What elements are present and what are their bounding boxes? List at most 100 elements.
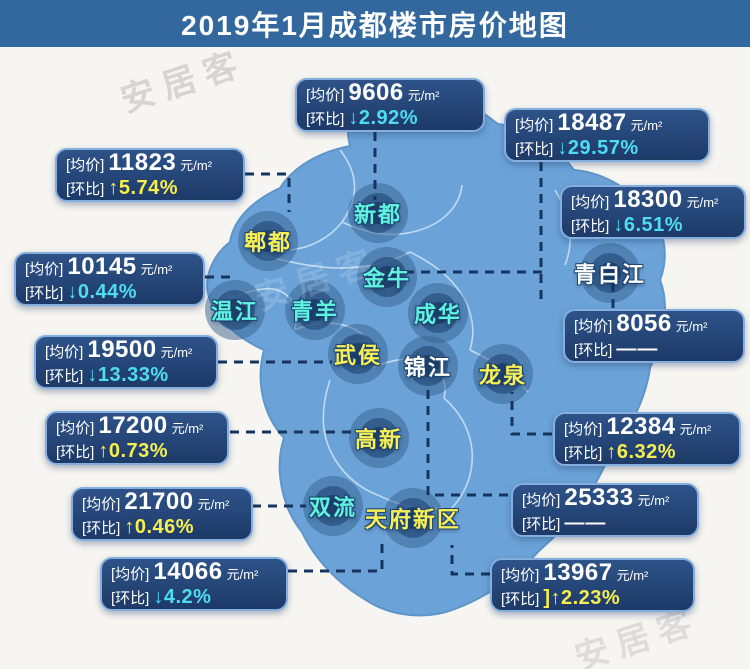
price-unit: 元/m²	[180, 157, 213, 173]
district-label-chenghua: 成华	[413, 302, 463, 327]
mom-change-value: ——	[616, 337, 659, 360]
mom-change-value: ——	[564, 511, 607, 534]
price-unit: 元/m²	[616, 567, 649, 583]
title-bar: 2019年1月成都楼市房价地图	[0, 0, 750, 47]
avg-price-label: [均价]	[111, 565, 150, 583]
price-callout-c11: [均价] 12384 元/m² [环比] ↑6.32%	[553, 412, 741, 466]
avg-price-value: 14066	[153, 557, 223, 585]
ripple-marker-xindu	[348, 183, 408, 243]
mom-change-label: [环比]	[111, 589, 150, 607]
page-title: 2019年1月成都楼市房价地图	[181, 9, 569, 41]
ripple-marker-qingbaijiang	[580, 243, 640, 303]
mom-change-value: ↓2.92%	[348, 106, 419, 129]
price-callout-c10: [均价] 8056 元/m² [环比] ——	[563, 309, 745, 363]
district-label-pidu: 郫都	[243, 230, 293, 255]
price-callout-c6: [均价] 19500 元/m² [环比] ↓13.33%	[34, 335, 218, 389]
price-unit: 元/m²	[197, 496, 230, 512]
mom-change-label: [环比]	[25, 284, 64, 302]
price-callout-c1: [均价] 9606 元/m² [环比] ↓2.92%	[295, 78, 485, 132]
price-callout-c8: [均价] 21700 元/m² [环比] ↑0.46%	[71, 487, 253, 541]
avg-price-value: 19500	[87, 335, 157, 363]
mom-change-value: ↓0.44%	[67, 280, 138, 303]
avg-price-label: [均价]	[501, 566, 540, 584]
avg-price-value: 9606	[348, 78, 404, 106]
avg-price-label: [均价]	[82, 495, 121, 513]
ripple-marker-wenjiang	[205, 280, 265, 340]
mom-change-label: [环比]	[515, 140, 554, 158]
mom-change-value: ↓29.57%	[557, 136, 639, 159]
avg-price-value: 21700	[124, 487, 194, 515]
price-unit: 元/m²	[679, 421, 712, 437]
connector-line	[288, 542, 384, 573]
avg-price-label: [均价]	[56, 419, 95, 437]
mom-change-value: ↓6.51%	[613, 213, 684, 236]
mom-change-label: [环比]	[564, 444, 603, 462]
price-callout-c13: [均价] 13967 元/m² [环比]]↑2.23%	[490, 558, 695, 612]
connector-line	[510, 392, 552, 436]
price-callout-c5: [均价] 10145 元/m² [环比] ↓0.44%	[14, 252, 205, 306]
connector-line	[245, 172, 291, 212]
price-unit: 元/m²	[637, 492, 670, 508]
avg-price-label: [均价]	[574, 317, 613, 335]
ripple-marker-jinniu	[357, 247, 417, 307]
mom-change-label: [环比]	[306, 110, 345, 128]
price-callout-c9: [均价] 14066 元/m² [环比] ↓4.2%	[100, 557, 288, 611]
avg-price-value: 12384	[606, 412, 676, 440]
mom-change-value: ]↑2.23%	[543, 586, 621, 609]
ripple-marker-pidu	[238, 211, 298, 271]
avg-price-value: 11823	[108, 148, 177, 176]
district-label-jinjiang: 锦江	[403, 355, 453, 380]
price-callout-c7: [均价] 17200 元/m² [环比] ↑0.73%	[45, 411, 229, 465]
mom-change-label: [环比]	[571, 217, 610, 235]
mom-change-value: ↑0.46%	[124, 515, 195, 538]
ripple-marker-longquan	[473, 344, 533, 404]
price-unit: 元/m²	[407, 87, 440, 103]
ripple-markers	[205, 183, 640, 548]
avg-price-label: [均价]	[564, 420, 603, 438]
avg-price-value: 25333	[564, 483, 634, 511]
ripple-marker-qingyang	[285, 280, 345, 340]
price-unit: 元/m²	[171, 420, 204, 436]
avg-price-value: 18487	[557, 108, 627, 136]
price-unit: 元/m²	[226, 566, 259, 582]
avg-price-value: 8056	[616, 309, 672, 337]
mom-change-label: [环比]	[501, 590, 540, 608]
connector-line	[426, 386, 508, 497]
mom-change-label: [环比]	[574, 341, 613, 359]
avg-price-value: 13967	[543, 558, 613, 586]
mom-change-value: ↓4.2%	[153, 585, 212, 608]
avg-price-label: [均价]	[571, 193, 610, 211]
price-unit: 元/m²	[140, 261, 173, 277]
price-callout-c12: [均价] 25333 元/m² [环比] ——	[511, 483, 699, 537]
avg-price-label: [均价]	[66, 156, 105, 174]
avg-price-label: [均价]	[45, 343, 84, 361]
district-label-qingbaijiang: 青白江	[573, 262, 647, 287]
avg-price-label: [均价]	[522, 491, 561, 509]
district-label-longquan: 龙泉	[478, 363, 528, 388]
mom-change-value: ↑5.74%	[108, 176, 179, 199]
district-label-wuhou: 武侯	[333, 343, 383, 368]
mom-change-label: [环比]	[522, 515, 561, 533]
mom-change-label: [环比]	[66, 180, 105, 198]
district-label-xindu: 新都	[353, 202, 403, 227]
mom-change-label: [环比]	[82, 519, 121, 537]
ripple-marker-shuangliu	[303, 476, 363, 536]
avg-price-label: [均价]	[515, 116, 554, 134]
avg-price-value: 17200	[98, 411, 168, 439]
ripple-marker-chenghua	[408, 283, 468, 343]
ripple-marker-wuhou	[328, 324, 388, 384]
district-label-jinniu: 金牛	[362, 266, 412, 291]
ripple-marker-gaoxin	[349, 408, 409, 468]
district-label-gaoxin: 高新	[354, 427, 404, 452]
mom-change-label: [环比]	[45, 367, 84, 385]
mom-change-value: ↓13.33%	[87, 363, 169, 386]
mom-change-value: ↑6.32%	[606, 440, 677, 463]
price-unit: 元/m²	[686, 194, 719, 210]
price-unit: 元/m²	[160, 344, 193, 360]
connector-lines	[205, 132, 615, 576]
district-label-shuangliu: 双流	[308, 495, 358, 520]
price-unit: 元/m²	[630, 117, 663, 133]
mom-change-label: [环比]	[56, 443, 95, 461]
price-callout-c2: [均价] 18487 元/m² [环比] ↓29.57%	[504, 108, 710, 162]
